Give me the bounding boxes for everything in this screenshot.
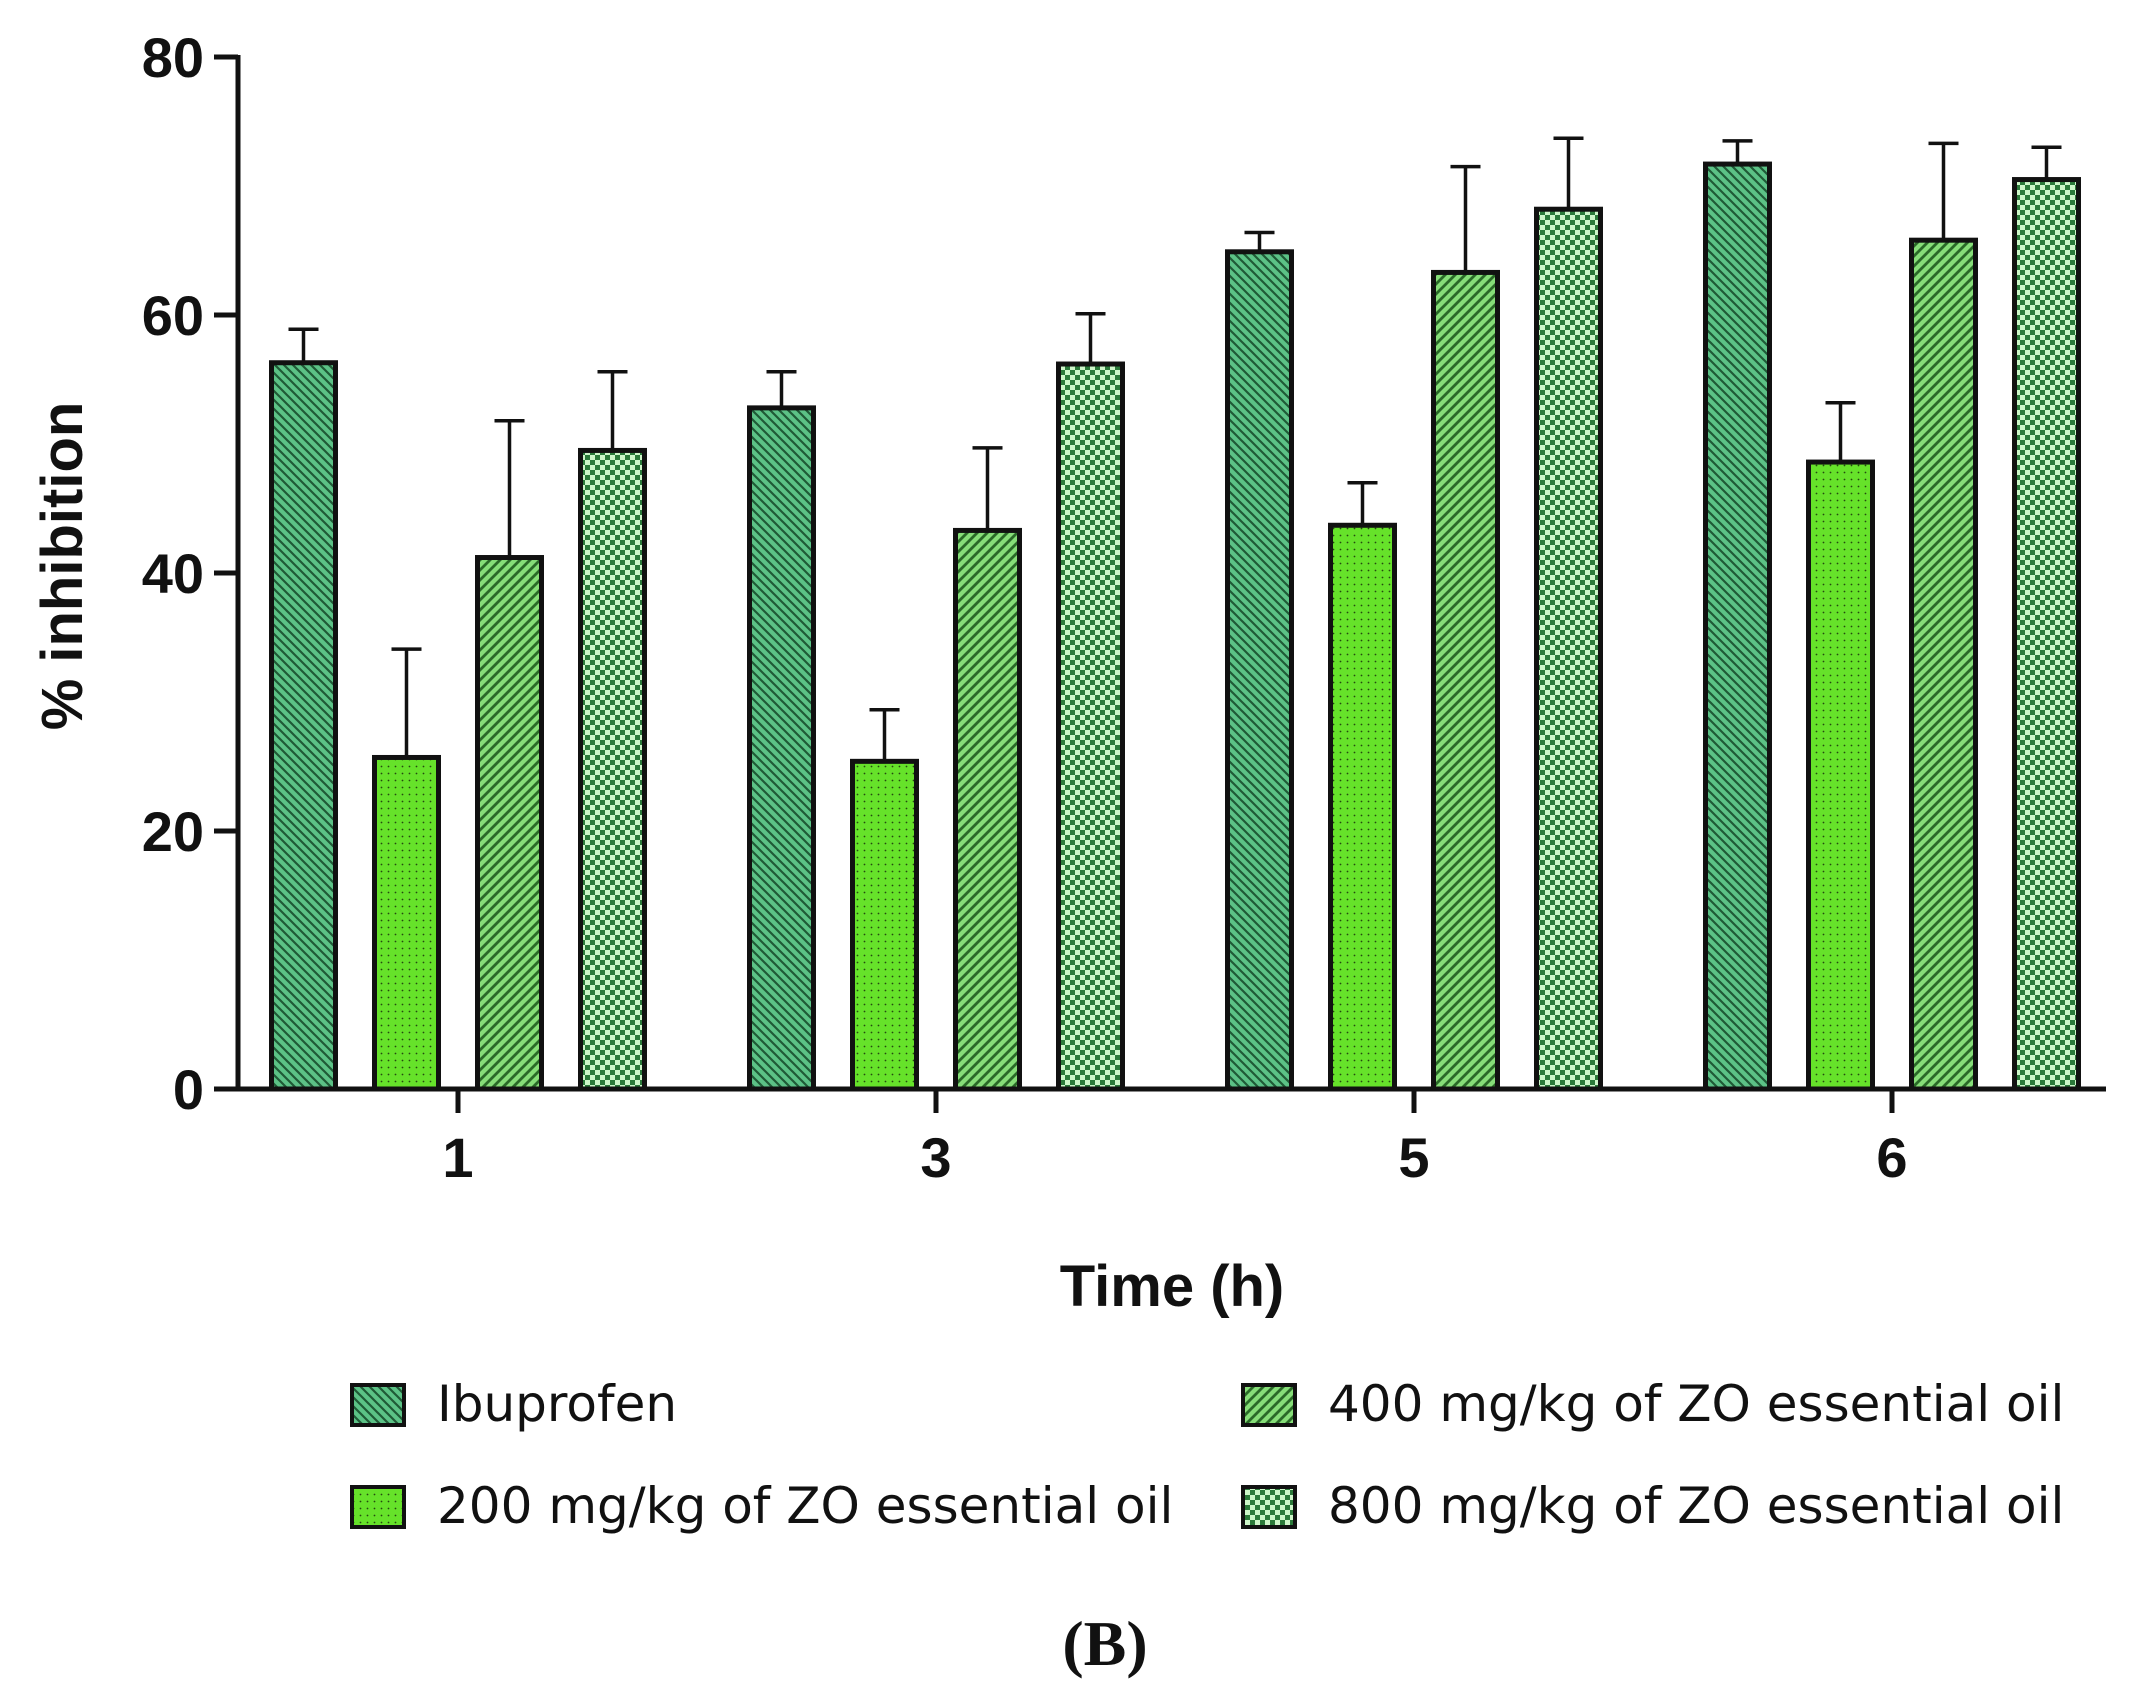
axes-layer: 0 20 40 60 80 1 3 5 6	[142, 26, 2106, 1189]
y-tick-label-20: 20	[142, 800, 204, 863]
bar-series3-6h	[1909, 237, 1978, 1092]
x-tick-label-3: 3	[920, 1126, 951, 1189]
legend-swatch-series2	[350, 1485, 406, 1529]
bar-series1-3h	[747, 405, 816, 1092]
legend-swatch-series3	[1241, 1383, 1297, 1427]
bar-series4-5h	[1534, 206, 1603, 1092]
x-tick-label-6: 6	[1876, 1126, 1907, 1189]
bar-series1-1h	[269, 360, 338, 1092]
legend-label-series3: 400 mg/kg of ZO essential oil	[1328, 1375, 2064, 1433]
legend-swatch-series4	[1241, 1485, 1297, 1529]
y-tick-label-0: 0	[173, 1058, 204, 1121]
bars-layer	[269, 136, 2081, 1092]
x-tick-label-1: 1	[442, 1126, 473, 1189]
bar-series2-3h	[850, 758, 919, 1092]
legend-swatch-series1	[350, 1383, 406, 1427]
legend-label-series4: 800 mg/kg of ZO essential oil	[1328, 1477, 2064, 1535]
legend-label-series1: Ibuprofen	[437, 1375, 677, 1433]
bar-series3-3h	[953, 527, 1022, 1092]
bar-series2-5h	[1328, 522, 1397, 1092]
bar-series4-6h	[2012, 177, 2081, 1092]
panel-label: (B)	[1062, 1608, 1147, 1679]
y-axis-label: % inhibition	[30, 402, 95, 731]
bar-series4-1h	[578, 447, 647, 1092]
y-tick-label-60: 60	[142, 284, 204, 347]
legend: Ibuprofen 200 mg/kg of ZO essential oil 40…	[350, 1375, 2064, 1535]
legend-label-series2: 200 mg/kg of ZO essential oil	[437, 1477, 1173, 1535]
x-axis-label: Time (h)	[1060, 1254, 1285, 1319]
bar-series2-1h	[372, 754, 441, 1092]
y-tick-label-40: 40	[142, 542, 204, 605]
bar-series3-5h	[1431, 269, 1500, 1092]
y-tick-label-80: 80	[142, 26, 204, 89]
bar-series3-1h	[475, 555, 544, 1092]
x-tick-label-5: 5	[1398, 1126, 1429, 1189]
bar-series1-6h	[1703, 161, 1772, 1092]
bar-series1-5h	[1225, 249, 1294, 1092]
bar-series2-6h	[1806, 459, 1875, 1092]
bar-series4-3h	[1056, 361, 1125, 1092]
